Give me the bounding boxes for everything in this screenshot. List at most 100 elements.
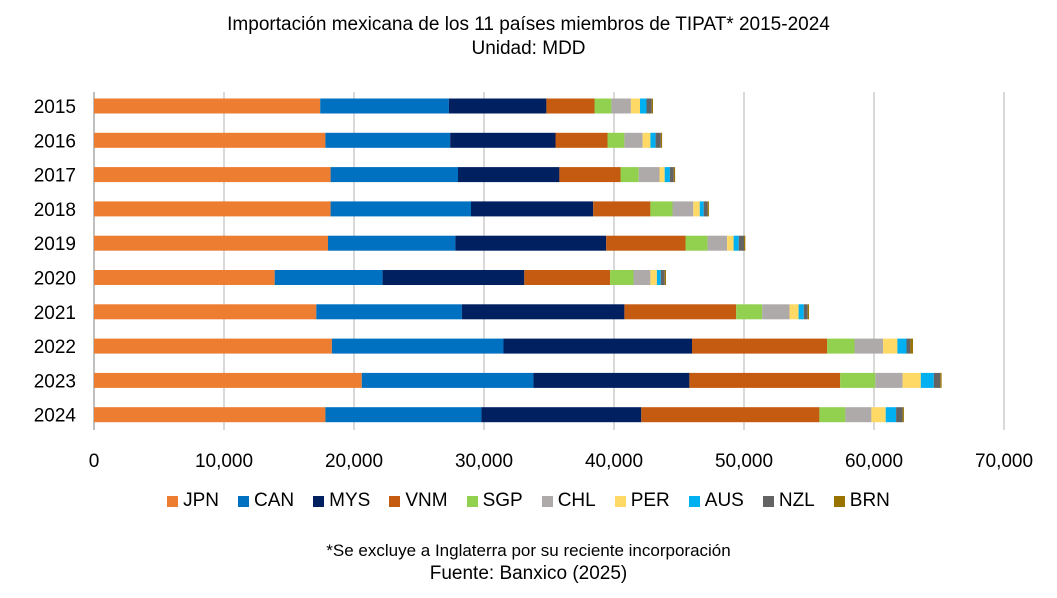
legend-swatch (541, 495, 553, 507)
y-tick-label: 2021 (34, 303, 76, 324)
bar-segment-chl (845, 407, 872, 423)
x-tick-label: 40,000 (585, 451, 643, 472)
legend-swatch (167, 495, 179, 507)
bar-segment-brn (673, 167, 676, 183)
legend-label: NZL (778, 490, 815, 511)
bar-segment-brn (660, 132, 663, 148)
bar-segment-jpn (94, 167, 331, 183)
bar-segment-can (330, 167, 458, 183)
bar-segment-mys (382, 270, 525, 285)
bar-segment-aus (664, 167, 670, 183)
source: Fuente: Banxico (2025) (429, 563, 628, 584)
y-tick-label: 2022 (34, 337, 76, 358)
bar-segment-jpn (94, 201, 331, 217)
legend: JPN CAN MYS VNM SGP CHL PER AUS NZL BRN (0, 490, 1057, 512)
bar-segment-vnm (606, 235, 686, 251)
legend-item-jpn: JPN (167, 490, 219, 512)
bar-segment-jpn (94, 338, 332, 354)
bar-segment-sgp (840, 372, 876, 388)
bar-segment-mys (503, 338, 692, 354)
bar-segment-vnm (689, 372, 841, 388)
legend-item-vnm: VNM (389, 490, 448, 512)
legend-swatch (688, 495, 700, 507)
bar-segment-per (883, 338, 898, 354)
legend-label: VNM (405, 490, 448, 511)
bar-segment-sgp (607, 132, 625, 148)
footnote: *Se excluye a Inglaterra por su reciente… (326, 541, 731, 560)
legend-label: CAN (254, 490, 295, 511)
bar-segment-nzl (906, 338, 911, 354)
legend-item-sgp: SGP (466, 490, 523, 512)
bar-segment-jpn (94, 132, 326, 148)
legend-label: MYS (329, 490, 371, 511)
y-tick-label: 2023 (34, 371, 76, 392)
bar-segment-aus (897, 338, 907, 354)
bar-segment-aus (920, 372, 934, 388)
bar-segment-aus (656, 270, 661, 285)
bar-segment-per (630, 98, 640, 114)
bar-segment-aus (640, 98, 647, 114)
bar-segment-brn (664, 270, 666, 285)
bar-segment-can (325, 407, 482, 423)
legend-item-mys: MYS (313, 490, 370, 512)
bar-segment-per (902, 372, 921, 388)
bar-segment-nzl (933, 372, 941, 388)
legend-item-nzl: NZL (762, 490, 815, 512)
bar-segment-nzl (655, 132, 661, 148)
chart-subtitle: Unidad: MDD (471, 38, 586, 59)
legend-swatch (389, 495, 401, 507)
bar-segment-sgp (685, 235, 708, 251)
bar-segment-nzl (646, 98, 652, 114)
bar-segment-per (642, 132, 651, 148)
x-tick-label: 30,000 (455, 451, 513, 472)
bar-segment-mys (448, 98, 547, 114)
legend-swatch (313, 495, 325, 507)
y-tick-label: 2015 (34, 97, 76, 118)
bar-segment-brn (707, 201, 709, 217)
x-tick-label: 70,000 (975, 451, 1033, 472)
bar-segment-brn (807, 304, 809, 320)
bar-segment-can (331, 338, 504, 354)
bar-segment-per (789, 304, 799, 320)
bar-segment-mys (481, 407, 642, 423)
bar-segment-sgp (736, 304, 763, 320)
bar-segment-can (328, 235, 456, 251)
bar-segment-mys (458, 167, 560, 183)
bar-segment-per (727, 235, 734, 251)
legend-label: PER (630, 490, 670, 511)
x-tick-label: 0 (89, 451, 100, 472)
bar-segment-per (693, 201, 700, 217)
bar-segment-per (871, 407, 886, 423)
legend-item-brn: BRN (833, 490, 890, 512)
bar-segment-chl (875, 372, 903, 388)
bar-segment-vnm (559, 167, 621, 183)
bar-segment-nzl (660, 270, 665, 285)
bar-segment-aus (798, 304, 804, 320)
bar-segment-chl (638, 167, 660, 183)
legend-label: JPN (183, 490, 220, 511)
bar-segment-vnm (546, 98, 595, 114)
bar-segment-chl (611, 98, 631, 114)
bar-segment-aus (650, 132, 656, 148)
bar-segment-nzl (669, 167, 674, 183)
legend-item-per: PER (614, 490, 670, 512)
legend-swatch (466, 495, 478, 507)
bar-segment-chl (762, 304, 790, 320)
bar-segment-can (320, 98, 449, 114)
chart-title: Importación mexicana de los 11 países mi… (227, 14, 830, 35)
legend-label: BRN (849, 490, 890, 511)
y-tick-label: 2016 (34, 131, 76, 152)
bar-segment-jpn (94, 98, 321, 114)
bar-segment-brn (651, 98, 653, 114)
legend-item-can: CAN (238, 490, 294, 512)
bar-segment-nzl (738, 235, 744, 251)
bar-segment-jpn (94, 235, 328, 251)
bar-segment-nzl (896, 407, 903, 423)
bar-segment-vnm (593, 201, 651, 217)
bar-segment-sgp (819, 407, 846, 423)
x-tick-label: 60,000 (845, 451, 903, 472)
bar-segment-sgp (827, 338, 855, 354)
legend-swatch (762, 495, 774, 507)
bar-segment-chl (633, 270, 651, 285)
stacked-bar-chart: 0 10,000 20,000 30,000 40,000 50,000 60,000 70,… (34, 92, 1033, 472)
